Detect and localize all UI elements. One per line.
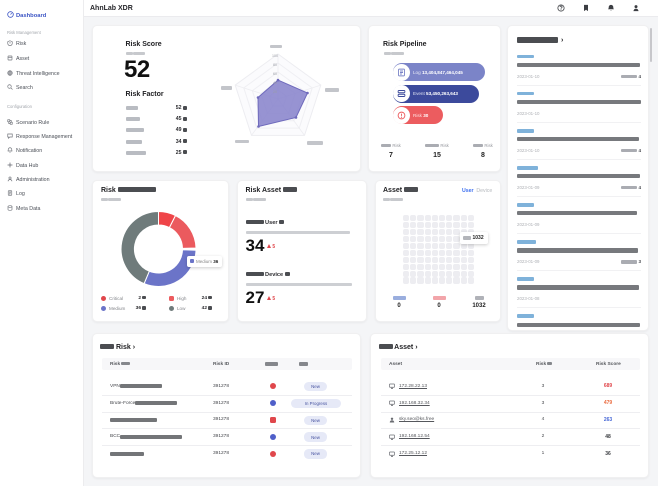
svg-text:60: 60 <box>273 72 277 76</box>
svg-text:80: 80 <box>273 63 277 67</box>
svg-text:40: 40 <box>273 81 277 85</box>
svg-text:20: 20 <box>273 90 277 94</box>
svg-text:100: 100 <box>272 54 278 58</box>
